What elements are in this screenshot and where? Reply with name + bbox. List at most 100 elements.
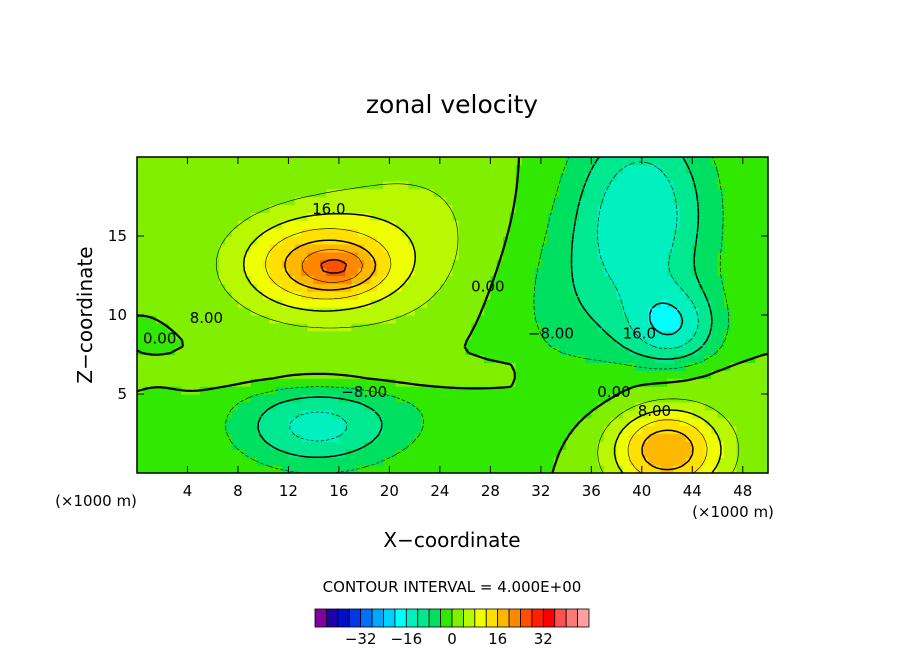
field-cell xyxy=(641,259,649,269)
field-cell xyxy=(193,394,201,403)
field-cell xyxy=(219,259,226,269)
field-cell xyxy=(616,394,624,403)
field-cell xyxy=(521,330,529,340)
field-cell xyxy=(319,425,327,435)
field-cell xyxy=(149,180,157,190)
field-cell xyxy=(250,409,258,419)
field-cell xyxy=(616,172,624,182)
field-cell xyxy=(439,204,447,213)
field-cell xyxy=(648,212,656,221)
field-cell xyxy=(553,449,561,458)
field-cell xyxy=(742,291,750,300)
field-cell xyxy=(143,307,151,316)
field-cell xyxy=(534,228,542,237)
field-cell xyxy=(515,394,523,403)
field-cell xyxy=(603,338,611,348)
field-cell xyxy=(521,299,529,308)
field-cell xyxy=(566,449,573,458)
field-cell xyxy=(755,180,763,190)
field-cell xyxy=(698,228,706,237)
field-cell xyxy=(654,322,662,332)
field-cell xyxy=(231,164,239,174)
field-cell xyxy=(307,259,315,269)
field-cell xyxy=(698,401,706,411)
field-cell xyxy=(730,172,738,182)
field-cell xyxy=(553,291,561,300)
field-cell xyxy=(547,433,555,442)
field-cell xyxy=(471,338,479,348)
field-cell xyxy=(294,220,302,229)
field-cell xyxy=(534,267,542,277)
field-cell xyxy=(458,283,466,292)
field-cell xyxy=(515,338,523,348)
field-cell xyxy=(654,394,662,403)
field-cell xyxy=(717,275,725,284)
field-cell xyxy=(685,267,693,277)
field-cell xyxy=(730,465,738,473)
field-cell xyxy=(263,330,271,340)
field-cell xyxy=(181,425,189,435)
field-cell xyxy=(414,228,422,237)
field-cell xyxy=(717,330,725,340)
field-cell xyxy=(338,433,346,442)
field-cell xyxy=(225,346,233,356)
field-cell xyxy=(717,425,725,435)
field-cell xyxy=(275,196,283,205)
field-cell xyxy=(137,441,144,450)
field-cell xyxy=(509,394,517,403)
field-cell xyxy=(168,346,176,356)
field-cell xyxy=(730,322,738,332)
field-cell xyxy=(307,291,315,300)
field-cell xyxy=(566,338,573,348)
field-cell xyxy=(288,157,296,166)
field-cell xyxy=(427,180,435,190)
field-cell xyxy=(603,362,611,371)
field-cell xyxy=(137,449,144,458)
field-cell xyxy=(578,251,586,261)
x-tick-label: 32 xyxy=(531,482,550,500)
field-cell xyxy=(629,354,637,363)
field-cell xyxy=(143,441,151,450)
field-cell xyxy=(313,409,321,419)
field-cell xyxy=(578,465,586,473)
field-cell xyxy=(698,275,706,284)
field-cell xyxy=(414,315,422,324)
field-cell xyxy=(572,307,580,316)
field-cell xyxy=(206,236,214,245)
field-cell xyxy=(408,212,416,221)
field-cell xyxy=(351,196,359,205)
field-cell xyxy=(288,188,296,198)
field-cell xyxy=(629,394,637,403)
field-cell xyxy=(137,417,144,427)
field-cell xyxy=(622,157,630,166)
field-cell xyxy=(301,457,308,466)
field-cell xyxy=(345,188,353,198)
field-cell xyxy=(168,315,176,324)
field-cell xyxy=(301,417,308,427)
field-cell xyxy=(477,401,485,411)
field-cell xyxy=(585,188,592,198)
field-cell xyxy=(673,433,681,442)
field-cell xyxy=(698,378,706,387)
field-cell xyxy=(654,228,662,237)
field-cell xyxy=(597,243,605,253)
field-cell xyxy=(515,354,523,363)
field-cell xyxy=(288,330,296,340)
field-cell xyxy=(540,315,548,324)
field-cell xyxy=(736,457,744,466)
field-cell xyxy=(439,362,447,371)
field-cell xyxy=(566,299,573,308)
field-cell xyxy=(326,354,334,363)
field-cell xyxy=(439,330,447,340)
field-cell xyxy=(597,417,605,427)
field-cell xyxy=(484,164,491,174)
field-cell xyxy=(667,220,674,229)
field-cell xyxy=(219,212,226,221)
field-cell xyxy=(553,259,561,269)
field-cell xyxy=(206,307,214,316)
field-cell xyxy=(212,315,220,324)
field-cell xyxy=(446,188,454,198)
field-cell xyxy=(326,457,334,466)
field-cell xyxy=(332,378,340,387)
field-cell xyxy=(332,188,340,198)
